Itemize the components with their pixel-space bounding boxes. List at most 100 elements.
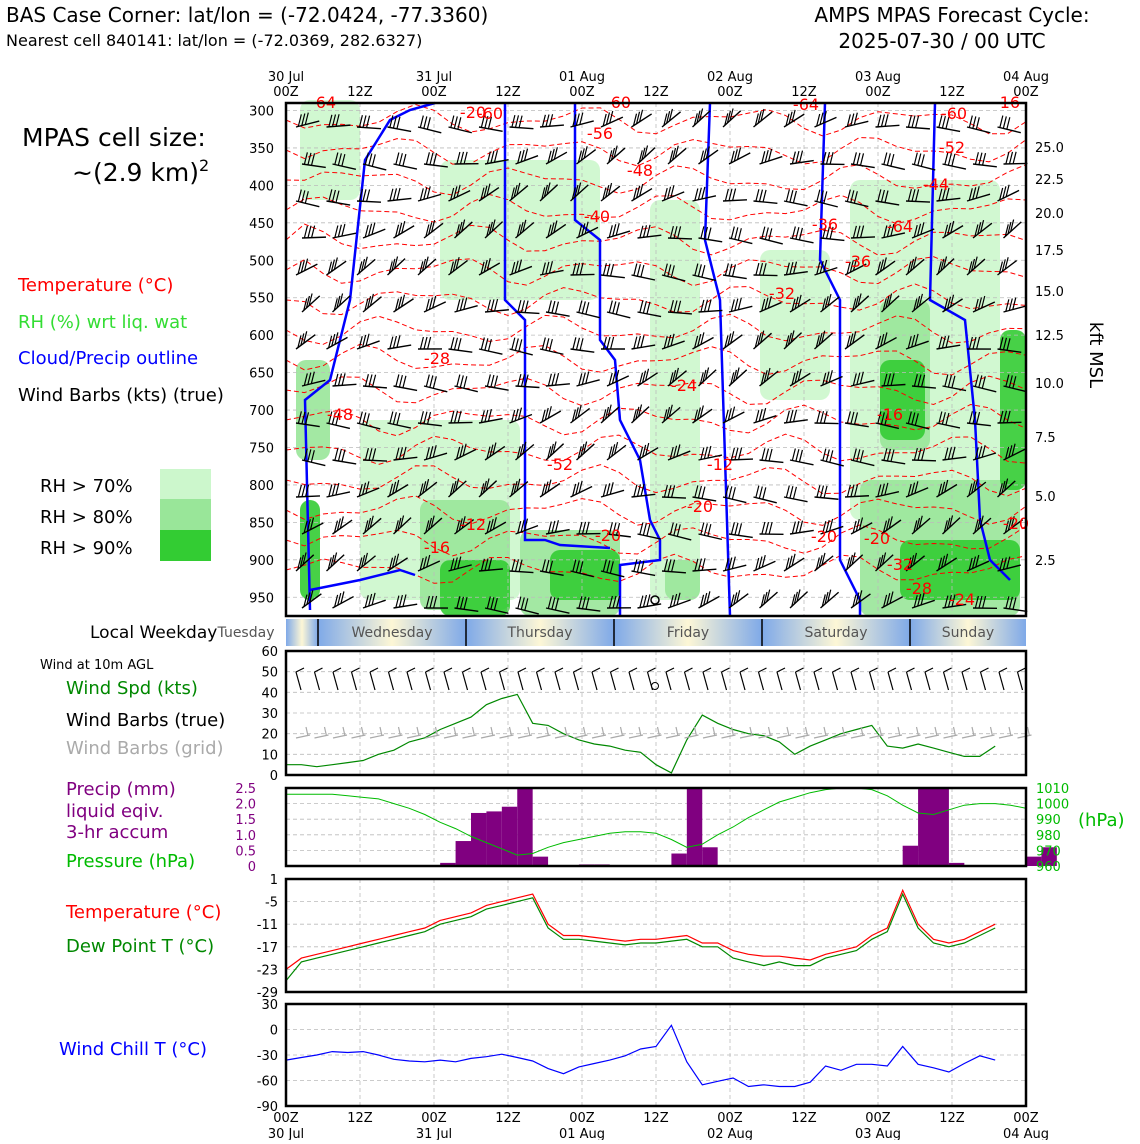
rh80-swatch bbox=[160, 499, 211, 530]
ytick-pressure-350: 350 bbox=[249, 142, 274, 157]
ytick-pressure-800: 800 bbox=[249, 479, 274, 494]
temp-contour-label: -48 bbox=[327, 405, 353, 424]
ytick-kft-20.0: 20.0 bbox=[1035, 207, 1064, 222]
precip-bar bbox=[502, 807, 517, 866]
bottom-date-label: 01 Aug bbox=[559, 1127, 605, 1140]
temp-contour-label: -36 bbox=[812, 215, 838, 234]
top-date-label: 03 Aug bbox=[855, 70, 901, 85]
wind-ytick: 50 bbox=[261, 666, 278, 681]
top-time-label: 00Z bbox=[273, 85, 299, 100]
top-time-label: 00Z bbox=[569, 85, 595, 100]
bottom-date-label: 02 Aug bbox=[707, 1127, 753, 1140]
precip-bar bbox=[934, 788, 949, 866]
bottom-time-label: 12Z bbox=[791, 1111, 817, 1126]
temp-contour-label: -36 bbox=[845, 252, 871, 271]
temp-contour-label: -12 bbox=[707, 455, 733, 474]
top-time-label: 00Z bbox=[1013, 85, 1039, 100]
temp-ytick: -17 bbox=[257, 941, 278, 956]
bottom-time-label: 00Z bbox=[273, 1111, 299, 1126]
weekday-label-friday: Friday bbox=[667, 625, 709, 641]
wind-ytick: 0 bbox=[270, 769, 278, 784]
bottom-time-label: 12Z bbox=[939, 1111, 965, 1126]
precip-ytick: 0 bbox=[248, 860, 256, 875]
temp-panel-label: Temperature (°C) bbox=[65, 902, 221, 923]
ytick-kft-17.5: 17.5 bbox=[1035, 244, 1064, 259]
precip-bar bbox=[671, 854, 686, 866]
wind-ytick: 60 bbox=[261, 645, 278, 660]
ytick-pressure-650: 650 bbox=[249, 367, 274, 382]
pressure-ytick: 990 bbox=[1036, 813, 1061, 828]
ytick-kft-2.5: 2.5 bbox=[1035, 554, 1056, 569]
bottom-time-label: 12Z bbox=[495, 1111, 521, 1126]
temp-contour-label: -16 bbox=[877, 405, 903, 424]
chill-ytick: 30 bbox=[261, 998, 278, 1013]
pressure-ytick: 1000 bbox=[1036, 798, 1069, 813]
cell-size-value: ~(2.9 km)2 bbox=[72, 156, 209, 187]
temp-contour-label: -56 bbox=[587, 124, 613, 143]
ytick-pressure-700: 700 bbox=[249, 404, 274, 419]
temp-contour-label: -20 bbox=[687, 497, 713, 516]
wind-barb-staff bbox=[998, 422, 1022, 423]
temp-contour-label: -52 bbox=[939, 138, 965, 157]
ytick-pressure-450: 450 bbox=[249, 217, 274, 232]
temp-contour-label: -20 bbox=[864, 529, 890, 548]
temp-contour-label: -24 bbox=[949, 590, 975, 609]
rh70-swatch bbox=[160, 469, 211, 499]
temp-contour-label: -40 bbox=[584, 207, 610, 226]
ytick-pressure-300: 300 bbox=[249, 104, 274, 119]
wind-spd-label: Wind Spd (kts) bbox=[66, 678, 198, 699]
ytick-kft-25.0: 25.0 bbox=[1035, 141, 1064, 156]
temp-contour-label: -12 bbox=[460, 515, 486, 534]
title-right-2: 2025-07-30 / 00 UTC bbox=[838, 29, 1045, 53]
top-time-label: 12Z bbox=[495, 85, 521, 100]
bottom-time-label: 00Z bbox=[717, 1111, 743, 1126]
legend-temperature: Temperature (°C) bbox=[17, 275, 173, 296]
precip-bar bbox=[533, 857, 548, 866]
bottom-time-label: 12Z bbox=[643, 1111, 669, 1126]
wind-barb-staff bbox=[1004, 163, 1028, 164]
temp-ytick: -11 bbox=[257, 918, 278, 933]
bottom-date-label: 03 Aug bbox=[855, 1127, 901, 1140]
temp-contour-label: -32 bbox=[769, 284, 795, 303]
precip-bar bbox=[702, 847, 717, 866]
temp-ytick: 1 bbox=[270, 873, 278, 888]
temp-contour-label: -32 bbox=[887, 555, 913, 574]
wind-barb-staff bbox=[912, 460, 936, 461]
temperature-panel: 1-5-11-17-23-29 bbox=[257, 873, 1026, 1001]
ytick-pressure-850: 850 bbox=[249, 516, 274, 531]
weekday-label-tuesday: Tuesday bbox=[217, 625, 275, 641]
wind-barbs-grid-label: Wind Barbs (grid) bbox=[66, 738, 224, 759]
rh-shade-9 bbox=[665, 560, 700, 600]
top-date-label: 02 Aug bbox=[707, 70, 753, 85]
precip-label-3: 3-hr accum bbox=[66, 822, 168, 843]
wind-ytick: 30 bbox=[261, 707, 278, 722]
weekday-label-saturday: Saturday bbox=[804, 625, 867, 641]
precip-label-1: Precip (mm) bbox=[66, 779, 176, 800]
wind-barbs-true-label: Wind Barbs (true) bbox=[66, 710, 225, 731]
temp-contour-label: -20 bbox=[811, 527, 837, 546]
pressure-ytick: 960 bbox=[1036, 860, 1061, 875]
subtitle-left: Nearest cell 840141: lat/lon = (-72.0369… bbox=[6, 31, 422, 50]
wind-barb-staff bbox=[668, 238, 692, 239]
temp-contour-label: -28 bbox=[424, 349, 450, 368]
temp-ytick: -23 bbox=[257, 963, 278, 978]
pressure-unit-label: (hPa) bbox=[1078, 810, 1125, 831]
pressure-ytick: 970 bbox=[1036, 844, 1061, 859]
weekday-label-wednesday: Wednesday bbox=[351, 625, 432, 641]
ytick-kft-10.0: 10.0 bbox=[1035, 377, 1064, 392]
precip-label-2: liquid eqiv. bbox=[66, 801, 163, 822]
temp-contour-label: -60 bbox=[941, 104, 967, 123]
pressure-ytick: 1010 bbox=[1036, 782, 1069, 797]
bottom-time-label: 00Z bbox=[421, 1111, 447, 1126]
rh90-swatch bbox=[160, 530, 211, 561]
precip-bar bbox=[903, 846, 918, 866]
top-date-label: 01 Aug bbox=[559, 70, 605, 85]
top-date-label: 04 Aug bbox=[1003, 70, 1049, 85]
local-weekday-label: Local Weekday bbox=[90, 623, 217, 643]
temp-contour-label: -64 bbox=[887, 217, 913, 236]
temp-contour-label: -44 bbox=[923, 175, 949, 194]
dew-panel-label: Dew Point T (°C) bbox=[66, 936, 214, 957]
